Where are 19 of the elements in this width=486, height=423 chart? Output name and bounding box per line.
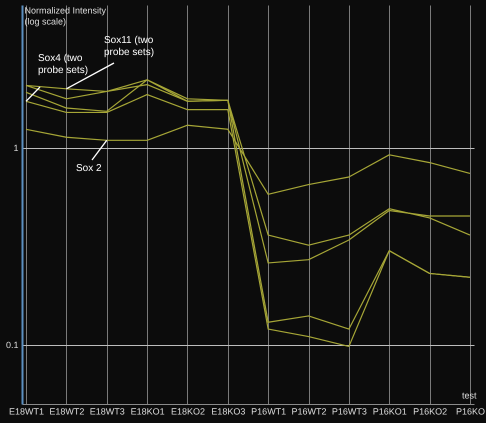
- x-tick-label: E18KO2: [170, 406, 205, 416]
- y-tick-label: 1: [13, 143, 18, 154]
- x-tick-label: P16WT3: [332, 406, 367, 416]
- x-tick-label: P16WT1: [251, 406, 286, 416]
- x-tick-label: P16KO: [456, 406, 485, 416]
- annotation: Sox4 (two probe sets): [38, 53, 88, 76]
- x-tick-label: P16KO1: [372, 406, 407, 416]
- x-tick-label: P16WT2: [292, 406, 327, 416]
- y-tick-label: 0.1: [6, 340, 18, 350]
- annotation: Sox 2: [76, 163, 102, 174]
- x-tick-label: E18KO3: [211, 406, 246, 416]
- x-tick-label: E18KO1: [130, 406, 165, 416]
- x-tick-label: E18WT3: [90, 406, 125, 416]
- annotation: Sox11 (two probe sets): [104, 35, 154, 58]
- x-tick-label: E18WT1: [9, 406, 44, 416]
- x-axis-title: test: [462, 390, 477, 400]
- x-tick-label: E18WT2: [49, 406, 84, 416]
- x-tick-label: P16KO2: [413, 406, 448, 416]
- y-axis-title: Normalized Intensity (log scale): [24, 6, 107, 26]
